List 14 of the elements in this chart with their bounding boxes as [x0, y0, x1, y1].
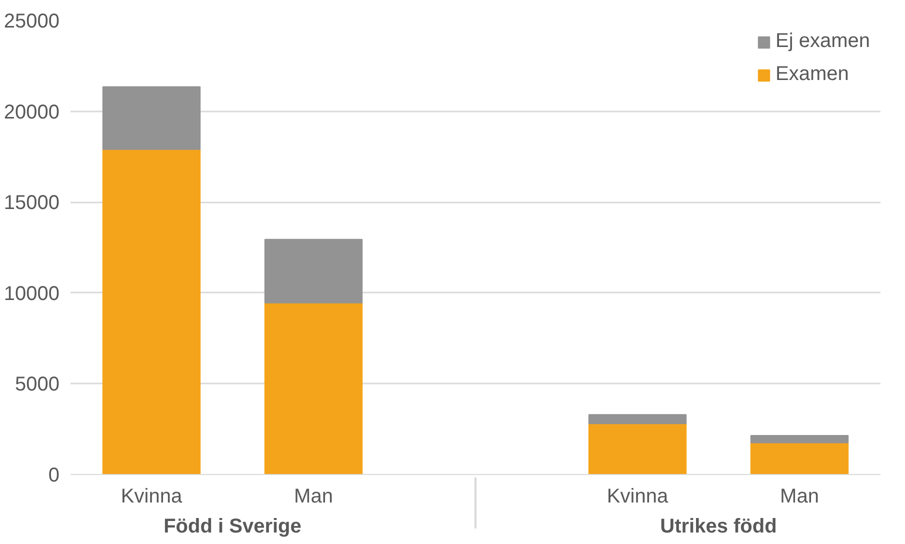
text: Född i Sverige	[164, 516, 302, 538]
y-tick-label: 5000	[15, 374, 60, 396]
x-tick-label: Man	[294, 486, 333, 508]
x-tick-label: Man	[780, 486, 819, 508]
x-tick-label: Kvinna	[120, 486, 183, 508]
y-tick-label: 0	[48, 464, 60, 486]
y-tick-label: 15000	[4, 192, 60, 214]
legend-label: Examen	[776, 63, 849, 86]
y-tick-label: 10000	[4, 282, 60, 305]
text: Utrikes född	[660, 516, 777, 538]
y-tick-label: 25000	[4, 10, 60, 32]
legend-label: Ej examen	[776, 30, 870, 53]
y-tick-label: 20000	[4, 101, 60, 124]
x-tick-label: Kvinna	[606, 486, 669, 508]
